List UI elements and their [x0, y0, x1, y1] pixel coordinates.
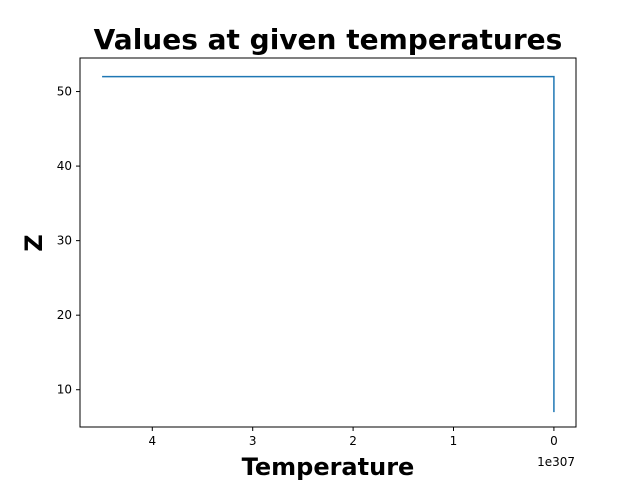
- x-tick-label: 3: [249, 434, 257, 448]
- chart-title: Values at given temperatures: [94, 23, 563, 56]
- x-tick-label: 0: [550, 434, 558, 448]
- series-line-0: [102, 75, 555, 413]
- x-tick-label: 4: [148, 434, 156, 448]
- x-axis-title: Temperature: [242, 453, 415, 480]
- y-tick-label: 30: [57, 234, 72, 248]
- y-tick-label: 50: [57, 85, 72, 99]
- x-tick-label: 1: [450, 434, 458, 448]
- y-axis-title: Z: [20, 234, 48, 251]
- y-tick-label: 20: [57, 308, 72, 322]
- x-axis-offset-label: 1e307: [537, 455, 575, 469]
- x-tick-label: 2: [349, 434, 357, 448]
- y-tick-label: 40: [57, 159, 72, 173]
- plot-frame: [79, 57, 577, 428]
- y-tick-label: 10: [57, 383, 72, 397]
